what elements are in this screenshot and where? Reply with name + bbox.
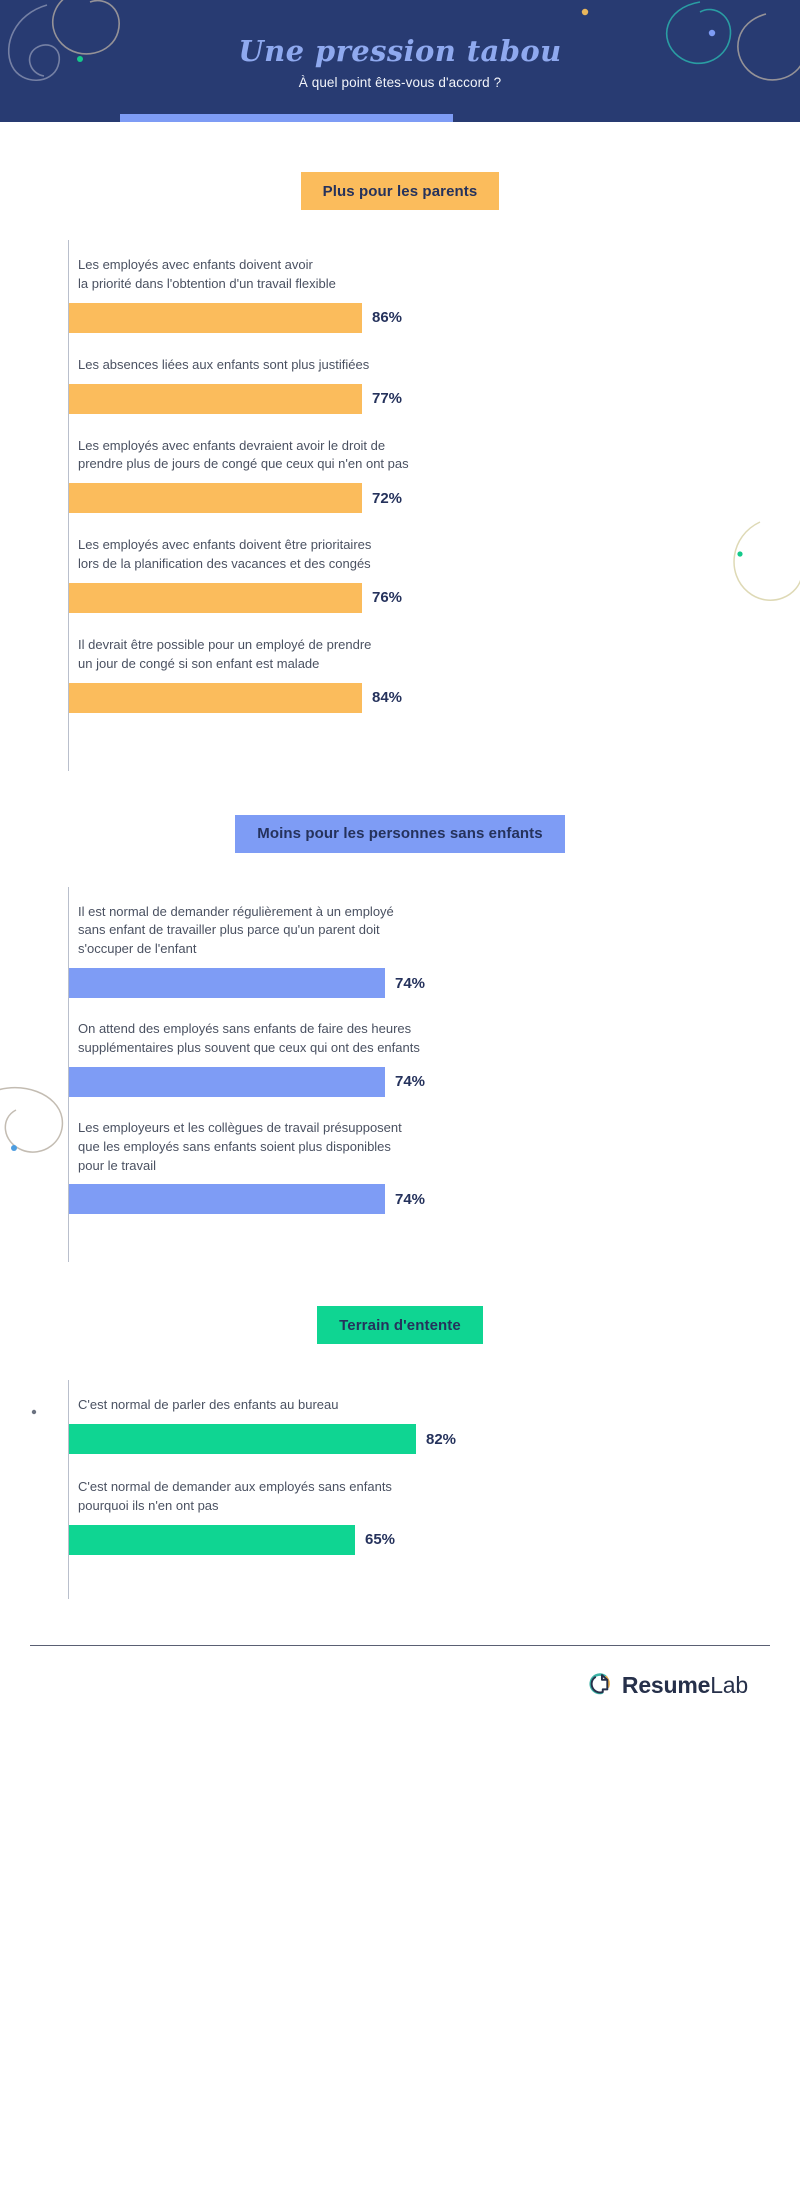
badge-row-2: Moins pour les personnes sans enfants [0, 771, 800, 853]
section-badge-terrain-d-entente[interactable]: Terrain d'entente [317, 1306, 483, 1345]
footer-divider [30, 1644, 770, 1646]
bar-item: Il devrait être possible pour un employé… [69, 636, 800, 713]
bar-item: Les employés avec enfants devraient avoi… [69, 437, 800, 514]
bar-label: Il est normal de demander régulièrement … [78, 903, 394, 957]
bar-fill[interactable] [69, 1066, 385, 1097]
bar-fill[interactable] [69, 1424, 416, 1455]
bar-row: 84% [69, 682, 800, 713]
section-moins-pour-les-personnes-sans-enfants: Moins pour les personnes sans enfants Il… [0, 771, 800, 1263]
bar-value: 65% [365, 1531, 396, 1549]
bar-fill[interactable] [69, 302, 362, 333]
logo-suffix: Lab [710, 1671, 748, 1698]
bar-value: 74% [395, 1073, 426, 1091]
bar-item: Les employés avec enfants doivent être p… [69, 536, 800, 613]
bar-row: 82% [69, 1424, 800, 1455]
sections-container: Plus pour les parents Les employés avec … [0, 122, 800, 1699]
section-terrain-d-entente: Terrain d'entente C'est normal de parler… [0, 1262, 800, 1599]
bar-label: Les employeurs et les collègues de trava… [78, 1119, 402, 1173]
bar-row: 74% [69, 968, 800, 999]
bar-value: 74% [395, 974, 426, 992]
section-badge-plus-pour-les-parents[interactable]: Plus pour les parents [300, 172, 500, 210]
bar-fill[interactable] [69, 1184, 385, 1215]
header-accent-bar [120, 114, 453, 122]
bar-value: 86% [372, 309, 403, 327]
bar-row: 77% [69, 383, 800, 414]
section-badge-moins-pour-les-personnes-sans-enfants[interactable]: Moins pour les personnes sans enfants [235, 814, 565, 853]
bar-item: C'est normal de parler des enfants au bu… [69, 1396, 800, 1455]
badge-row-3: Terrain d'entente [0, 1262, 800, 1345]
page-subtitle: À quel point êtes-vous d'accord ? [298, 75, 502, 90]
bar-item: Les employeurs et les collègues de trava… [69, 1119, 800, 1215]
bar-value: 76% [372, 589, 403, 607]
bar-group-plus-pour-les-parents: Les employés avec enfants doivent avoir … [68, 240, 800, 771]
bar-row: 76% [69, 582, 800, 613]
bar-label: Les employés avec enfants doivent être p… [78, 537, 372, 572]
bar-fill[interactable] [69, 682, 362, 713]
bar-fill[interactable] [69, 383, 362, 414]
bar-group-terrain-d-entente: C'est normal de parler des enfants au bu… [68, 1380, 800, 1599]
resumelab-logo-icon [589, 1673, 610, 1695]
bar-row: 65% [69, 1524, 800, 1555]
bar-label: C'est normal de demander aux employés sa… [78, 1479, 392, 1514]
bar-fill[interactable] [69, 582, 362, 613]
badge-row-1: Plus pour les parents [0, 122, 800, 210]
bar-fill[interactable] [69, 483, 362, 514]
page-title: Une pression tabou [238, 34, 562, 68]
infographic-header: Une pression tabou À quel point êtes-vou… [0, 0, 800, 122]
bar-label: Il devrait être possible pour un employé… [78, 636, 372, 671]
resumelab-logo-text: ResumeLab [622, 1672, 748, 1699]
bar-fill[interactable] [69, 968, 385, 999]
bar-value: 82% [426, 1430, 457, 1448]
bar-value: 72% [372, 489, 403, 507]
bar-label: Les employés avec enfants doivent avoir … [78, 257, 336, 291]
bar-item: C'est normal de demander aux employés sa… [69, 1478, 800, 1555]
bar-label: Les employés avec enfants devraient avoi… [78, 437, 409, 472]
bar-row: 74% [69, 1066, 800, 1097]
bar-item: Les absences liées aux enfants sont plus… [69, 356, 800, 414]
footer-logo-row: ResumeLab [0, 1646, 800, 1699]
bar-label: On attend des employés sans enfants de f… [78, 1021, 420, 1055]
section-plus-pour-les-parents: Plus pour les parents Les employés avec … [0, 122, 800, 771]
bar-item: Il est normal de demander régulièrement … [69, 903, 800, 999]
bar-label: C'est normal de parler des enfants au bu… [78, 1397, 339, 1413]
bar-value: 77% [372, 390, 403, 408]
bar-fill[interactable] [69, 1524, 355, 1555]
bar-row: 86% [69, 302, 800, 333]
resumelab-logo[interactable]: ResumeLab [587, 1672, 748, 1699]
bar-value: 84% [372, 689, 403, 707]
bar-group-moins-pour-les-personnes-sans-enfants: Il est normal de demander régulièrement … [68, 886, 800, 1263]
bar-row: 72% [69, 483, 800, 514]
bar-label: Les absences liées aux enfants sont plus… [78, 356, 370, 372]
bar-item: Les employés avec enfants doivent avoir … [69, 256, 800, 333]
bar-item: On attend des employés sans enfants de f… [69, 1020, 800, 1097]
logo-brand: Resume [621, 1671, 711, 1698]
infographic-body: Plus pour les parents Les employés avec … [0, 122, 800, 1699]
bar-row: 74% [69, 1184, 800, 1215]
bar-value: 74% [395, 1190, 426, 1208]
infographic-footer: ResumeLab [0, 1644, 800, 1699]
